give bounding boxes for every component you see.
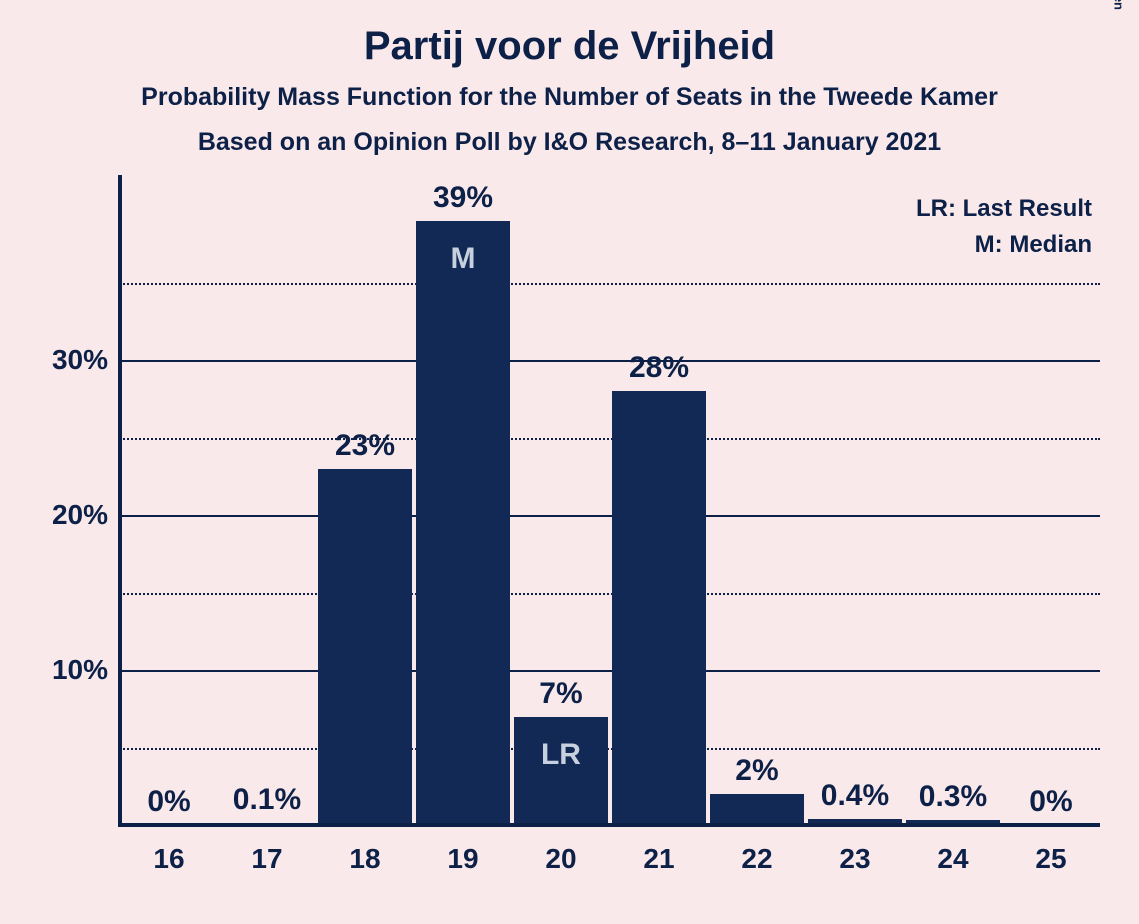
gridline-major	[120, 515, 1100, 517]
bar-value-label: 23%	[308, 429, 421, 463]
chart-plot-area: 10%20%30%0%160.1%1723%1839%M197%LR2028%2…	[120, 205, 1100, 825]
x-axis-label: 19	[414, 843, 512, 875]
legend-median: M: Median	[975, 231, 1092, 259]
bar-value-label: 7%	[504, 677, 617, 711]
copyright-text: © 2021 Filip van Laenen	[1112, 0, 1127, 10]
chart-subtitle-2: Based on an Opinion Poll by I&O Research…	[0, 128, 1139, 157]
gridline-minor	[120, 283, 1100, 285]
bar-value-label: 2%	[700, 754, 813, 788]
x-axis	[118, 823, 1100, 827]
gridline-minor	[120, 438, 1100, 440]
bar	[710, 794, 803, 825]
x-axis-label: 20	[512, 843, 610, 875]
bar-marker: M	[416, 242, 509, 276]
x-axis-label: 17	[218, 843, 316, 875]
bar-value-label: 0%	[994, 785, 1107, 819]
chart-title: Partij voor de Vrijheid	[0, 0, 1139, 69]
bar-value-label: 0.4%	[798, 779, 911, 813]
y-axis-label: 10%	[28, 654, 108, 686]
bar	[612, 391, 705, 825]
bar-value-label: 39%	[406, 181, 519, 215]
bar-value-label: 0.3%	[896, 780, 1009, 814]
bar-value-label: 0%	[112, 785, 225, 819]
bar	[318, 469, 411, 826]
bar-value-label: 0.1%	[210, 783, 323, 817]
gridline-minor	[120, 593, 1100, 595]
chart-subtitle-1: Probability Mass Function for the Number…	[0, 83, 1139, 112]
x-axis-label: 24	[904, 843, 1002, 875]
gridline-minor	[120, 748, 1100, 750]
gridline-major	[120, 670, 1100, 672]
x-axis-label: 18	[316, 843, 414, 875]
x-axis-label: 22	[708, 843, 806, 875]
bar-marker: LR	[514, 738, 607, 772]
x-axis-label: 21	[610, 843, 708, 875]
y-axis-label: 20%	[28, 499, 108, 531]
x-axis-label: 25	[1002, 843, 1100, 875]
bar	[416, 221, 509, 826]
y-axis-label: 30%	[28, 344, 108, 376]
x-axis-label: 23	[806, 843, 904, 875]
x-axis-label: 16	[120, 843, 218, 875]
bar-value-label: 28%	[602, 351, 715, 385]
y-axis	[118, 175, 122, 827]
legend-last-result: LR: Last Result	[916, 195, 1092, 223]
